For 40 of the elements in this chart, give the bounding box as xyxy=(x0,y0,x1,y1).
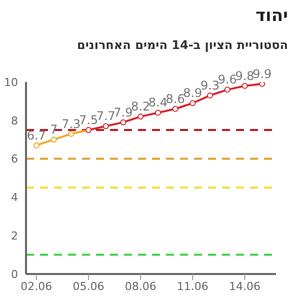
point xyxy=(242,82,248,89)
y-tick-label: 10 xyxy=(4,76,18,89)
point xyxy=(50,136,57,143)
point xyxy=(190,100,196,106)
x-tick-label: 14.06 xyxy=(229,280,260,293)
point xyxy=(172,106,178,112)
chart-title: יהוד xyxy=(255,6,288,26)
point xyxy=(33,142,40,148)
point xyxy=(120,119,126,126)
data-label: 9.3 xyxy=(200,78,220,92)
data-label: 7.5 xyxy=(78,113,98,127)
y-tick-label: 4 xyxy=(11,191,18,204)
point xyxy=(138,114,144,120)
point xyxy=(207,92,214,98)
point xyxy=(68,130,74,137)
point xyxy=(224,86,230,93)
data-label: 7 xyxy=(50,122,58,137)
x-tick-label: 02.06 xyxy=(20,280,52,293)
x-tick-label: 08.06 xyxy=(124,280,156,293)
y-tick-label: 0 xyxy=(11,268,18,281)
data-label: 8.6 xyxy=(166,92,185,106)
data-label: 8.9 xyxy=(183,86,202,100)
data-label: 9.9 xyxy=(252,66,272,81)
data-label: 7.7 xyxy=(96,109,116,124)
point xyxy=(259,82,266,87)
y-tick-label: 2 xyxy=(11,230,18,243)
x-tick-label: 11.06 xyxy=(176,280,208,293)
y-tick-label: 8 xyxy=(11,114,18,128)
data-label: 9.8 xyxy=(235,68,254,83)
data-label: 6.7 xyxy=(26,128,46,142)
data-label: 8.2 xyxy=(131,100,150,114)
point xyxy=(154,110,161,116)
chart-subtitle: הסטוריית הציון ב-14 הימים האחרונים xyxy=(77,38,288,52)
x-tick-label: 05.06 xyxy=(72,280,104,293)
data-label: 7.3 xyxy=(62,116,81,131)
y-tick-label: 6 xyxy=(11,152,18,166)
point xyxy=(102,123,109,130)
data-label: 7.9 xyxy=(114,105,133,120)
data-label: 8.4 xyxy=(148,96,168,110)
data-label: 9.6 xyxy=(218,72,237,87)
